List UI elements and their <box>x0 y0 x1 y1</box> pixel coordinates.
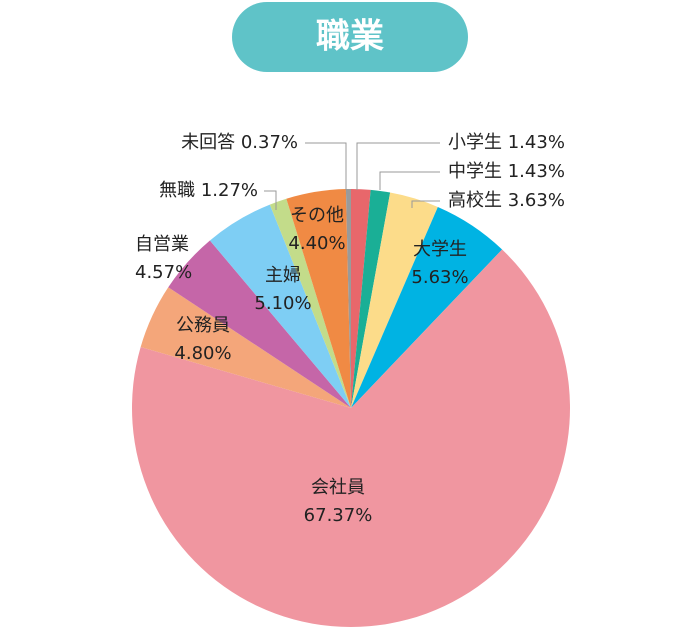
leader-line <box>264 190 277 210</box>
value-label: 5.63% <box>411 267 468 288</box>
category-name: 主婦 <box>265 265 301 286</box>
leader-line <box>305 142 347 190</box>
value-label: 4.80% <box>174 343 231 364</box>
slice-label: 未回答 0.37% <box>181 132 298 153</box>
leader-line <box>356 142 440 190</box>
pie-slice <box>209 204 351 408</box>
category-name: 中学生 <box>448 161 502 182</box>
pie-slice <box>351 192 438 408</box>
value-label: 67.37% <box>304 505 373 526</box>
value-label: 4.40% <box>288 233 345 254</box>
leader-line <box>411 200 440 208</box>
category-name: 高校生 <box>448 190 502 211</box>
slice-label: 小学生 1.43% <box>448 132 565 153</box>
leader-line <box>379 171 440 190</box>
pie-slice <box>168 240 351 408</box>
category-name: 無職 <box>159 180 195 201</box>
pie-slice <box>132 249 570 628</box>
category-name: 自営業 <box>135 234 189 255</box>
category-name: 公務員 <box>176 315 230 336</box>
slice-label: 無職 1.27% <box>159 180 258 201</box>
chart-title: 職業 <box>316 17 384 57</box>
value-label: 1.27% <box>201 180 258 201</box>
pie-slice <box>351 189 371 408</box>
value-label: 5.10% <box>254 293 311 314</box>
category-name: 未回答 <box>181 132 235 153</box>
pie-slice <box>269 198 351 408</box>
category-name: 大学生 <box>413 239 467 260</box>
category-name: 会社員 <box>311 477 365 498</box>
value-label: 1.43% <box>508 132 565 153</box>
category-name: 小学生 <box>448 132 502 153</box>
pie-slice <box>351 189 391 408</box>
category-name: その他 <box>290 205 344 226</box>
slice-label: 中学生 1.43% <box>448 161 565 182</box>
pie-slice <box>286 189 351 408</box>
pie-slice <box>345 189 351 408</box>
pie-slice <box>351 206 503 408</box>
slice-label: 高校生 3.63% <box>448 190 565 211</box>
pie-slice <box>140 287 351 408</box>
value-label: 4.57% <box>135 262 192 283</box>
value-label: 0.37% <box>241 132 298 153</box>
value-label: 3.63% <box>508 190 565 211</box>
title-pill <box>232 2 468 72</box>
value-label: 1.43% <box>508 161 565 182</box>
